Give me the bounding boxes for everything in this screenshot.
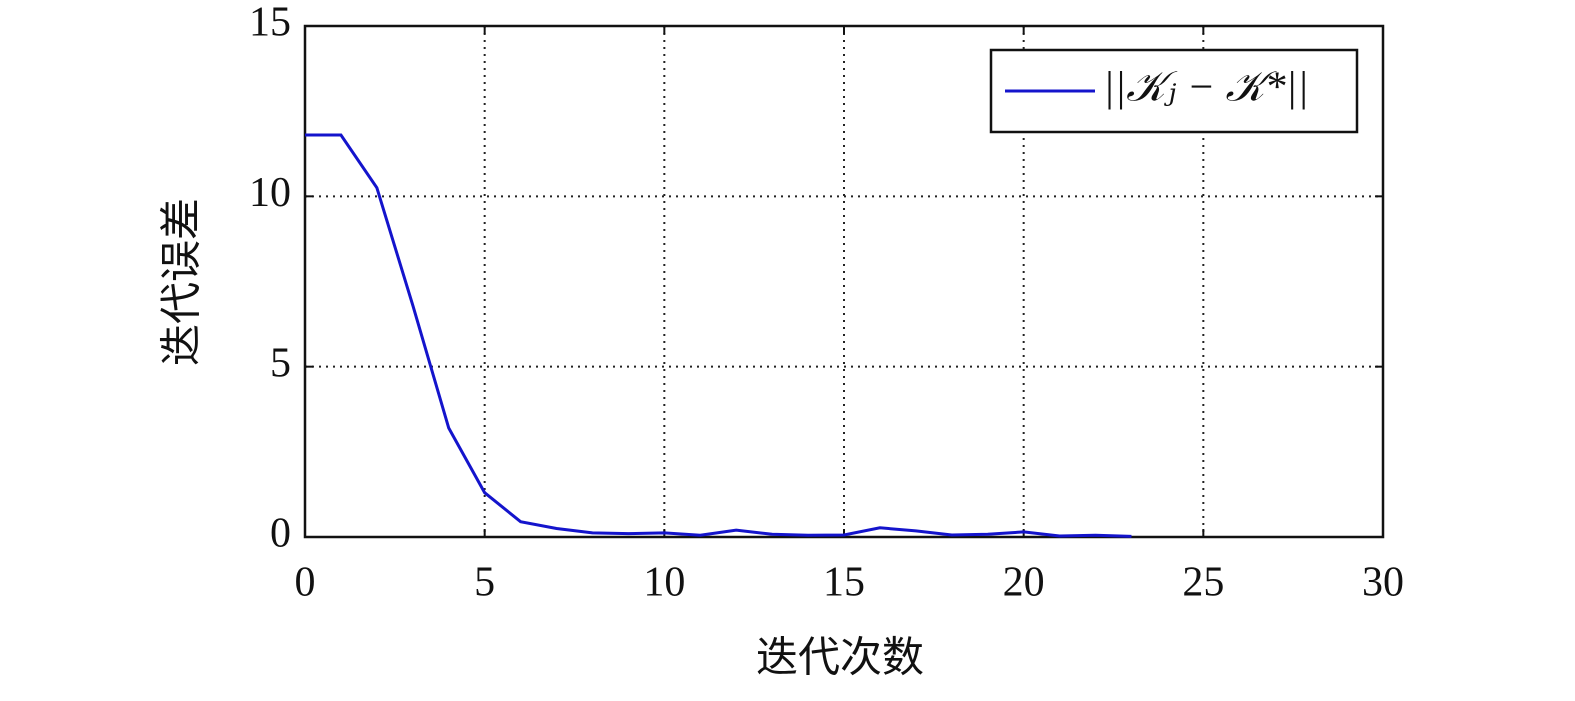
x-tick-label: 10 xyxy=(643,560,685,606)
x-axis-label: 迭代次数 xyxy=(756,636,924,682)
y-tick-label: 0 xyxy=(270,511,291,557)
x-tick-label: 5 xyxy=(474,560,495,606)
y-axis-label: 迭代误差 xyxy=(160,198,206,366)
legend-label: ||𝒦ⱼ − 𝒦*|| xyxy=(1103,65,1309,111)
y-tick-label: 15 xyxy=(249,0,291,46)
y-tick-label: 5 xyxy=(270,340,291,386)
y-tick-label: 10 xyxy=(249,170,291,216)
x-tick-label: 30 xyxy=(1362,560,1404,606)
x-tick-label: 20 xyxy=(1003,560,1045,606)
x-tick-label: 0 xyxy=(295,560,316,606)
x-tick-label: 15 xyxy=(823,560,865,606)
x-tick-label: 25 xyxy=(1182,560,1224,606)
plot-frame xyxy=(303,24,1385,539)
data-line xyxy=(305,133,1132,538)
